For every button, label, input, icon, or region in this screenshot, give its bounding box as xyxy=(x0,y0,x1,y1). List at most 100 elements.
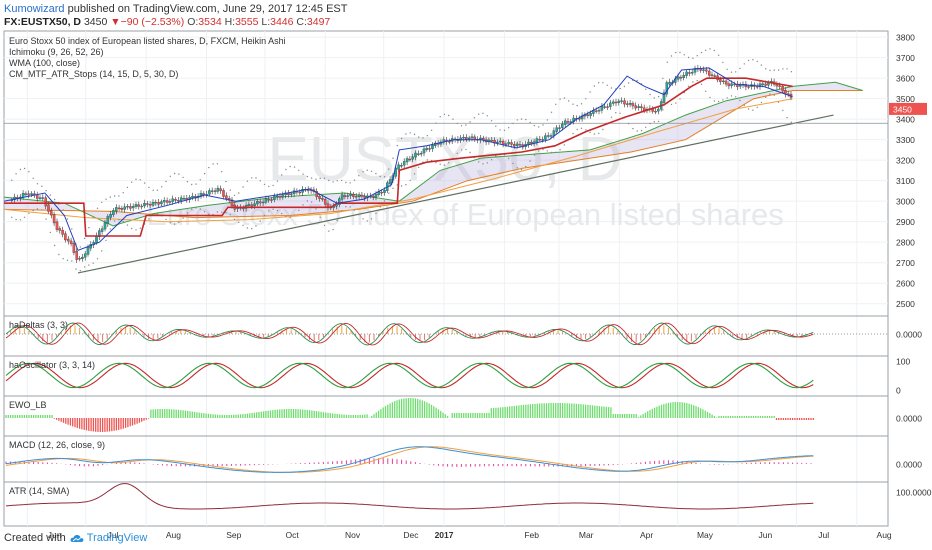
atr-stop-dot xyxy=(169,222,171,224)
atr-stop-dot xyxy=(572,132,574,135)
main-legend-line: WMA (100, close) xyxy=(9,58,80,68)
atr-stop-dot xyxy=(687,85,690,88)
atr-stop-dot xyxy=(36,183,39,185)
candle-body xyxy=(594,110,598,112)
candle-body xyxy=(470,136,474,139)
candle-body xyxy=(261,201,265,204)
candle-body xyxy=(496,141,499,144)
candle-body xyxy=(137,204,141,207)
candle-body xyxy=(323,199,327,205)
time-axis-label: Sep xyxy=(226,530,241,540)
time-axis-label: Nov xyxy=(345,530,361,540)
atr-stop-dot xyxy=(546,119,548,121)
indicator-panel-title: ATR (14, SMA) xyxy=(9,486,69,496)
atr-stop-dot xyxy=(627,82,630,84)
atr-stop-dot xyxy=(482,112,484,115)
atr-stop-dot xyxy=(717,54,720,56)
candle-body xyxy=(422,148,426,154)
candle-body xyxy=(402,161,406,166)
atr-stop-dot xyxy=(439,163,441,165)
atr-stop-dot xyxy=(705,49,707,51)
atr-stop-dot xyxy=(443,113,446,116)
atr-stop-dot xyxy=(281,174,283,176)
atr-stop-dot xyxy=(216,163,219,165)
atr-stop-dot xyxy=(345,206,347,208)
atr-stop-dot xyxy=(105,239,107,242)
candle-body xyxy=(490,139,494,142)
atr-stop-dot xyxy=(45,190,47,192)
candle-body xyxy=(462,136,465,139)
candle-body xyxy=(634,105,637,109)
candle-body xyxy=(761,83,765,85)
indicator-panel-title: EWO_LB xyxy=(9,400,47,410)
atr-stop-dot xyxy=(426,135,428,137)
candle-body xyxy=(67,238,70,242)
candle-body xyxy=(253,203,256,207)
atr-stop-dot xyxy=(319,216,321,218)
atr-stop-dot xyxy=(298,209,300,211)
atr-stop-dot xyxy=(169,175,171,177)
atr-stop-dot xyxy=(478,161,480,163)
atr-stop-dot xyxy=(602,82,604,84)
atr-stop-dot xyxy=(730,71,733,73)
atr-stop-dot xyxy=(251,227,253,230)
atr-stop-dot xyxy=(113,195,116,197)
atr-stop-dot xyxy=(405,133,407,135)
candle-body xyxy=(549,135,553,137)
footer: Created with TradingView xyxy=(4,532,147,544)
atr-stop-dot xyxy=(769,93,771,95)
atr-stop-dot xyxy=(62,209,64,211)
candle-body xyxy=(628,103,632,105)
atr-stop-dot xyxy=(542,148,544,151)
atr-stop-dot xyxy=(23,167,26,170)
atr-stop-dot xyxy=(148,186,150,189)
atr-stop-dot xyxy=(662,109,664,111)
atr-stop-dot xyxy=(619,87,621,90)
symbol-name[interactable]: FX:EUSTX50, D xyxy=(4,16,82,28)
atr-stop-dot xyxy=(653,121,655,123)
atr-stop-dot xyxy=(679,51,681,54)
candle-body xyxy=(349,193,352,196)
atr-stop-dot xyxy=(790,71,793,73)
main-legend-line: Ichimoku (9, 26, 52, 26) xyxy=(9,47,104,57)
candle-body xyxy=(730,83,733,86)
atr-stop-dot xyxy=(683,54,685,56)
candle-body xyxy=(419,152,423,155)
atr-stop-dot xyxy=(298,169,300,171)
atr-stop-dot xyxy=(593,85,596,87)
tradingview-logo[interactable]: TradingView xyxy=(70,532,147,544)
atr-stop-dot xyxy=(456,122,458,125)
candle-body xyxy=(275,195,279,198)
atr-stop-dot xyxy=(268,210,270,212)
macd-signal-line xyxy=(5,446,814,473)
atr-stop-dot xyxy=(225,180,227,183)
atr-stop-dot xyxy=(101,250,103,252)
candle-body xyxy=(81,256,84,259)
time-axis-label: Oct xyxy=(286,530,300,540)
atr-stop-dot xyxy=(392,187,394,189)
atr-stop-dot xyxy=(281,212,283,215)
atr-stop-dot xyxy=(36,208,39,210)
atr-stop-dot xyxy=(495,155,497,157)
author-link[interactable]: Kumowizard xyxy=(4,3,65,15)
trendline xyxy=(77,114,834,274)
candle-body xyxy=(30,193,33,195)
candle-body xyxy=(631,103,635,107)
haoscillator-line xyxy=(5,362,814,389)
candle-body xyxy=(405,158,409,163)
candle-body xyxy=(182,198,186,200)
candle-body xyxy=(58,228,62,231)
atr-stop-dot xyxy=(289,165,291,168)
atr-stop-dot xyxy=(743,63,745,65)
macd-line xyxy=(5,446,814,473)
publish-line: Kumowizard published on TradingView.com,… xyxy=(4,3,347,16)
atr-stop-dot xyxy=(619,112,621,115)
atr-stop-dot xyxy=(276,180,279,182)
atr-stop-dot xyxy=(555,103,557,106)
atr-stop-dot xyxy=(328,230,330,232)
atr-stop-dot xyxy=(606,84,608,87)
atr-stop-dot xyxy=(362,218,364,220)
candle-body xyxy=(685,71,688,76)
atr-stop-dot xyxy=(19,219,22,221)
atr-stop-dot xyxy=(576,104,578,107)
